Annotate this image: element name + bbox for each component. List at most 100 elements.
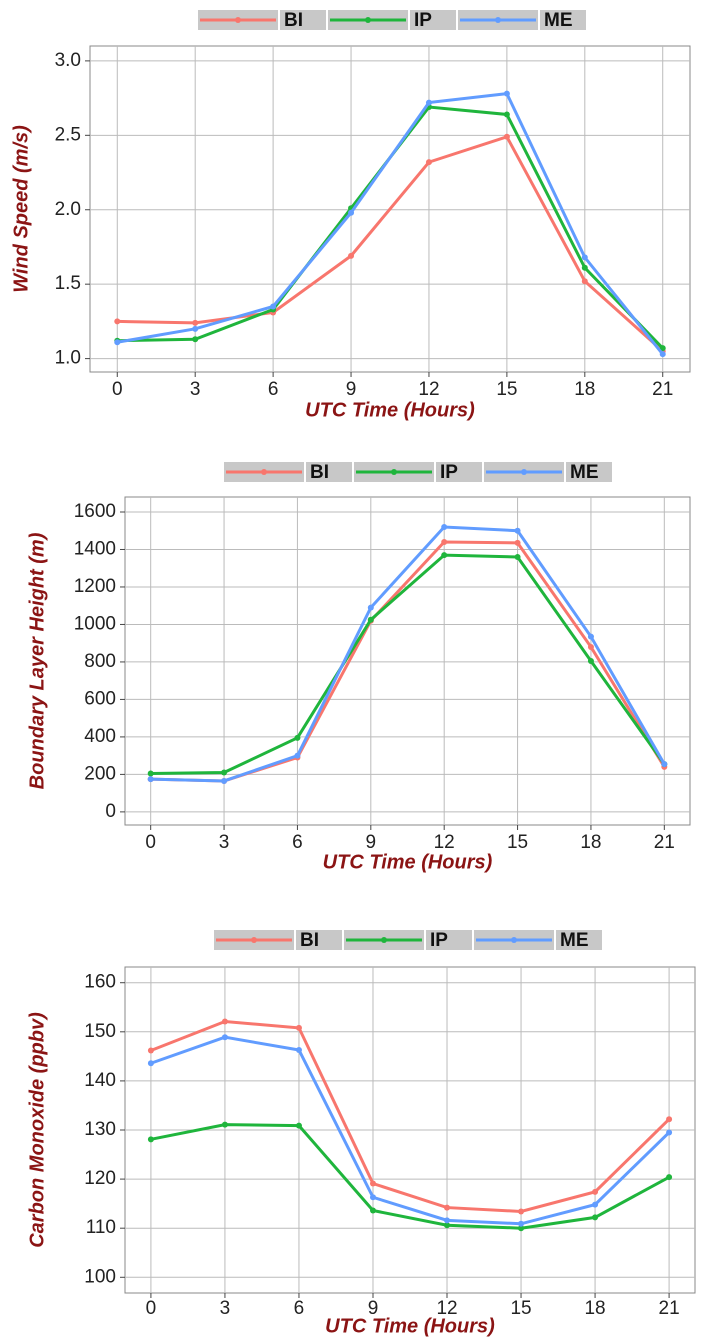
data-point (221, 1018, 228, 1025)
x-tick-label: 3 (219, 832, 230, 853)
x-tick-label: 12 (436, 1298, 457, 1319)
data-point (367, 604, 374, 611)
y-tick-label: 3.0 (55, 50, 81, 71)
x-tick-label: 18 (580, 832, 601, 853)
legend-label: ME (544, 10, 573, 31)
data-point (592, 1201, 599, 1208)
x-axis-title: UTC Time (Hours) (305, 399, 475, 421)
legend-label-background (556, 930, 602, 950)
legend-label: IP (414, 10, 432, 31)
data-point (581, 278, 588, 285)
x-tick-label: 15 (507, 832, 528, 853)
data-point (147, 1060, 154, 1067)
data-point (367, 616, 374, 623)
x-tick-label: 6 (294, 1298, 305, 1319)
legend-label-background (426, 930, 472, 950)
y-tick-label: 2.0 (55, 199, 81, 220)
data-point (270, 303, 277, 310)
x-tick-label: 12 (434, 832, 455, 853)
data-point (659, 351, 666, 358)
legend-label: IP (440, 462, 458, 483)
data-point (444, 1217, 451, 1224)
y-tick-label: 160 (84, 972, 116, 993)
data-point (221, 769, 228, 776)
legend-label-background (296, 930, 342, 950)
data-point (425, 99, 432, 106)
series-line (150, 1123, 670, 1230)
y-tick-label: 110 (86, 1217, 116, 1238)
x-axis-title: UTC Time (Hours) (325, 1315, 495, 1337)
data-point (503, 133, 510, 140)
data-point (518, 1220, 525, 1227)
data-point (295, 1024, 302, 1031)
x-tick-label: 9 (366, 832, 377, 853)
legend-swatch-point (365, 17, 371, 23)
data-point (444, 1222, 451, 1229)
x-tick-label: 21 (659, 1298, 680, 1319)
data-point (192, 325, 199, 332)
x-tick-label: 9 (346, 379, 357, 400)
y-tick-label: 1600 (74, 501, 116, 522)
legend-swatch-point (261, 469, 267, 475)
legend-swatch-point (511, 937, 517, 943)
data-point (147, 770, 154, 777)
data-point (294, 752, 301, 759)
legend-label: BI (284, 10, 303, 31)
data-point (147, 1136, 154, 1143)
y-tick-label: 200 (84, 763, 116, 784)
series-line (117, 92, 664, 356)
legend-swatch-point (391, 469, 397, 475)
data-point (666, 1116, 673, 1123)
x-tick-label: 18 (584, 1298, 605, 1319)
data-point (666, 1174, 673, 1181)
y-tick-label: 1.5 (55, 273, 81, 294)
data-point (441, 552, 448, 559)
legend-label: BI (310, 462, 329, 483)
data-point (147, 776, 154, 783)
data-point (659, 345, 666, 352)
y-axis-title: Carbon Monoxide (ppbv) (26, 1012, 48, 1248)
series-line (150, 1035, 671, 1226)
data-point (514, 553, 521, 560)
data-point (147, 1047, 154, 1054)
y-tick-label: 130 (84, 1119, 116, 1140)
data-point (518, 1225, 525, 1232)
y-tick-label: 2.5 (55, 124, 81, 145)
y-tick-label: 120 (84, 1168, 116, 1189)
series-line (150, 1019, 671, 1214)
data-point (592, 1214, 599, 1221)
data-point (221, 1034, 228, 1041)
legend-swatch-point (235, 17, 241, 23)
x-tick-label: 6 (268, 379, 279, 400)
data-point (581, 264, 588, 271)
x-tick-label: 21 (652, 379, 673, 400)
legend-label-background (566, 462, 612, 482)
y-axis-title: Wind Speed (m/s) (10, 125, 32, 293)
data-point (221, 1121, 228, 1128)
y-tick-label: 1200 (74, 576, 116, 597)
y-tick-label: 400 (84, 726, 116, 747)
data-point (348, 209, 355, 216)
legend-swatch-point (495, 17, 501, 23)
data-point (294, 734, 301, 741)
legend-label: ME (570, 462, 599, 483)
series-line (150, 553, 666, 775)
data-point (514, 527, 521, 534)
x-tick-label: 0 (145, 832, 156, 853)
legend-label: BI (300, 930, 319, 951)
y-tick-label: 1400 (74, 538, 116, 559)
y-tick-label: 1000 (74, 613, 116, 634)
legend-label: ME (560, 930, 589, 951)
data-point (587, 633, 594, 640)
data-point (369, 1207, 376, 1214)
y-tick-label: 0 (105, 801, 116, 822)
legend-swatch-point (521, 469, 527, 475)
legend-label-background (280, 10, 326, 30)
data-point (592, 1188, 599, 1195)
data-point (348, 252, 355, 259)
y-tick-label: 800 (84, 651, 116, 672)
legend-label-background (436, 462, 482, 482)
legend-label-background (410, 10, 456, 30)
x-tick-label: 18 (574, 379, 595, 400)
